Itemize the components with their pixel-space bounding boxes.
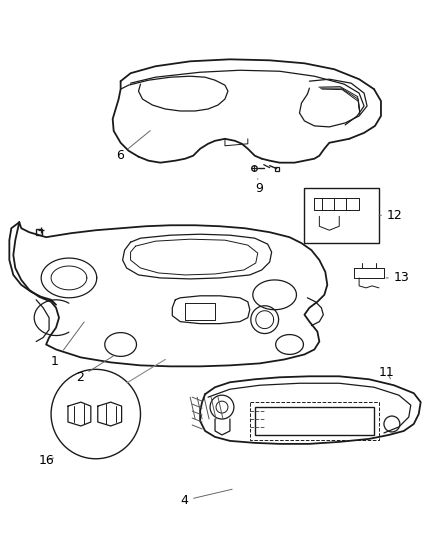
Text: 1: 1: [51, 322, 84, 368]
Bar: [250, 402, 379, 440]
Text: 11: 11: [379, 366, 395, 379]
Text: 13: 13: [386, 271, 410, 285]
Bar: [304, 189, 379, 243]
Text: 4: 4: [180, 489, 232, 507]
Text: 16: 16: [39, 454, 55, 467]
Text: 6: 6: [116, 131, 150, 162]
Text: 2: 2: [76, 356, 113, 384]
Bar: [255, 407, 374, 435]
Text: 12: 12: [379, 209, 403, 222]
Text: 9: 9: [255, 179, 263, 195]
